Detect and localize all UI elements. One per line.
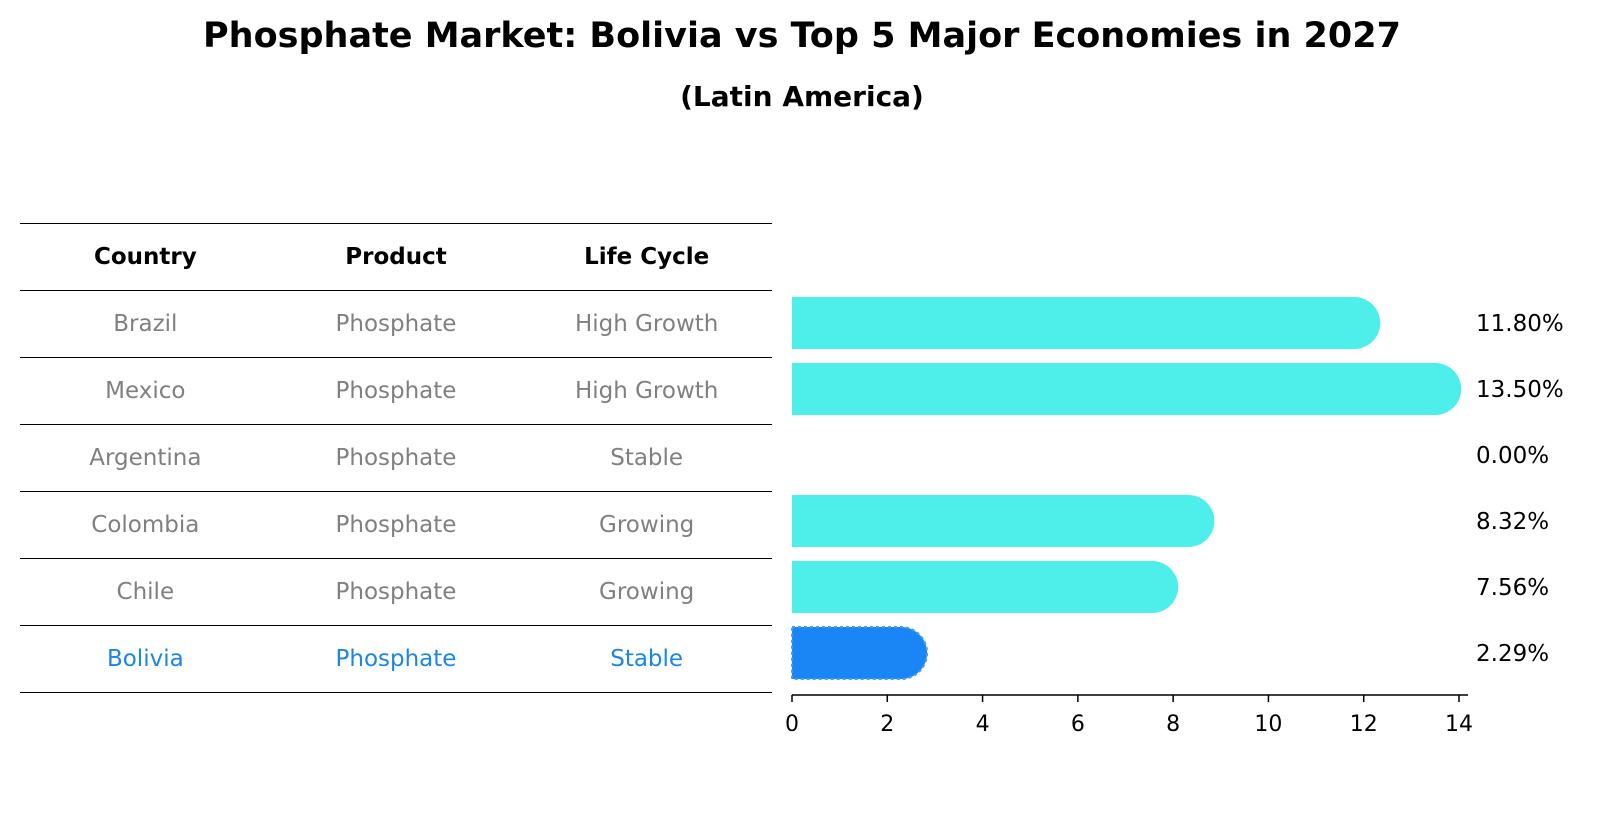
cell-product: Phosphate bbox=[270, 290, 522, 358]
value-label-chile: 7.56% bbox=[1476, 575, 1549, 601]
header-country: Country bbox=[20, 223, 271, 291]
cell-country: Bolivia bbox=[20, 625, 271, 693]
x-tick-label-6: 6 bbox=[1071, 712, 1085, 737]
table-row: Chile Phosphate Growing bbox=[20, 558, 772, 626]
table-row: Mexico Phosphate High Growth bbox=[20, 357, 772, 425]
value-label-argentina: 0.00% bbox=[1476, 443, 1549, 469]
cell-product: Phosphate bbox=[270, 491, 522, 559]
x-tick-label-2: 2 bbox=[880, 712, 894, 737]
value-label-mexico: 13.50% bbox=[1476, 377, 1564, 403]
cell-country: Mexico bbox=[20, 357, 271, 425]
x-tick-label-8: 8 bbox=[1166, 712, 1180, 737]
cell-country: Colombia bbox=[20, 491, 271, 559]
bar-colombia bbox=[792, 495, 1215, 547]
cell-life-cycle: Growing bbox=[521, 491, 772, 559]
x-tick-label-12: 12 bbox=[1350, 712, 1378, 737]
cell-life-cycle: Growing bbox=[521, 558, 772, 626]
chart-title: Phosphate Market: Bolivia vs Top 5 Major… bbox=[203, 16, 1401, 56]
cell-product: Phosphate bbox=[270, 357, 522, 425]
cell-life-cycle: Stable bbox=[521, 625, 772, 693]
x-tick-label-4: 4 bbox=[976, 712, 990, 737]
bar-bolivia bbox=[791, 626, 929, 680]
bar-mexico bbox=[792, 363, 1462, 415]
table-row: Argentina Phosphate Stable bbox=[20, 424, 772, 492]
bar-chile bbox=[792, 561, 1179, 613]
table-row: Brazil Phosphate High Growth bbox=[20, 290, 772, 358]
cell-life-cycle: Stable bbox=[521, 424, 772, 492]
cell-life-cycle: High Growth bbox=[521, 290, 772, 358]
cell-product: Phosphate bbox=[270, 424, 522, 492]
cell-product: Phosphate bbox=[270, 558, 522, 626]
chart-subtitle: (Latin America) bbox=[680, 80, 924, 113]
value-label-brazil: 11.80% bbox=[1476, 311, 1564, 337]
bar-brazil bbox=[792, 297, 1381, 349]
header-product: Product bbox=[270, 223, 522, 291]
x-tick-label-0: 0 bbox=[785, 712, 799, 737]
table-row: Colombia Phosphate Growing bbox=[20, 491, 772, 559]
x-tick-label-10: 10 bbox=[1254, 712, 1282, 737]
cell-country: Brazil bbox=[20, 290, 271, 358]
x-tick-label-14: 14 bbox=[1445, 712, 1473, 737]
cell-country: Argentina bbox=[20, 424, 271, 492]
table-row-highlight: Bolivia Phosphate Stable bbox=[20, 625, 772, 693]
cell-life-cycle: High Growth bbox=[521, 357, 772, 425]
value-label-colombia: 8.32% bbox=[1476, 509, 1549, 535]
market-table: Country Product Life Cycle Brazil Phosph… bbox=[20, 223, 772, 693]
table-header-row: Country Product Life Cycle bbox=[20, 223, 772, 291]
header-life-cycle: Life Cycle bbox=[521, 223, 772, 291]
cell-country: Chile bbox=[20, 558, 271, 626]
value-label-bolivia: 2.29% bbox=[1476, 641, 1549, 667]
cell-product: Phosphate bbox=[270, 625, 522, 693]
